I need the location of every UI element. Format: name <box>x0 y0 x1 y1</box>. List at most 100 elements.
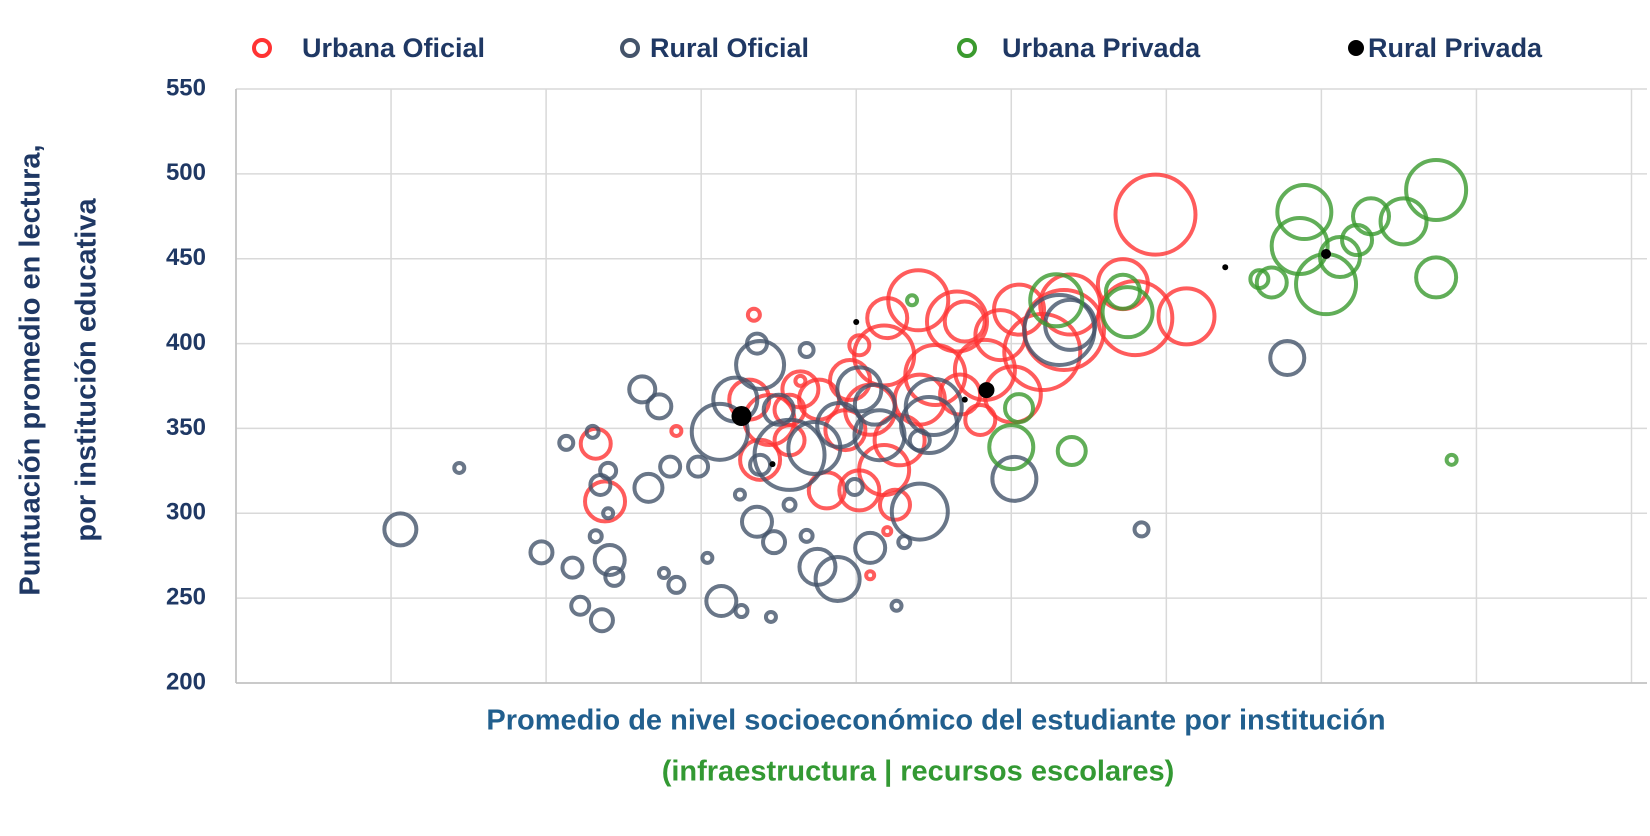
bubble <box>865 296 910 341</box>
bubble <box>990 454 1039 503</box>
bubble <box>844 476 865 497</box>
bubble <box>700 550 715 565</box>
bubble <box>584 423 601 440</box>
bubble <box>798 527 815 544</box>
y-tick-label: 250 <box>166 583 206 610</box>
bubble <box>583 479 628 524</box>
bubble <box>645 392 674 421</box>
y-axis-title-line: por institución educativa <box>71 198 103 542</box>
bubble <box>769 461 776 468</box>
bubble <box>658 454 683 479</box>
bubble <box>780 369 821 410</box>
bubble <box>632 471 665 504</box>
bubble <box>987 423 1036 472</box>
series <box>905 157 1469 472</box>
bubble <box>1404 157 1469 222</box>
bubble <box>1222 264 1229 271</box>
bubble <box>704 584 739 619</box>
bubble <box>739 504 774 539</box>
bubble <box>793 373 808 388</box>
bubble <box>837 468 882 513</box>
bubble <box>1378 196 1429 247</box>
legend-marker <box>1348 40 1364 56</box>
bubble <box>886 268 951 333</box>
bubble <box>592 542 627 577</box>
bubble <box>601 506 616 521</box>
bubble <box>1294 252 1359 317</box>
y-tick-label: 500 <box>166 159 206 186</box>
bubble <box>1003 392 1036 425</box>
bubble <box>847 333 872 358</box>
y-tick-label: 200 <box>166 668 206 695</box>
bubble <box>627 374 658 405</box>
bubble <box>853 530 888 565</box>
bubble <box>864 569 877 582</box>
bubble <box>1132 520 1151 539</box>
bubble <box>733 603 750 620</box>
series <box>731 248 1332 468</box>
y-axis-title-line: Puntuación promedio en lectura, <box>15 144 47 595</box>
bubble <box>1113 172 1198 257</box>
y-axis-title: Puntuación promedio en lectura, por inst… <box>15 144 103 595</box>
bubble <box>761 529 788 556</box>
bubble <box>603 565 626 588</box>
bubble <box>1269 215 1330 276</box>
bubble <box>853 319 860 326</box>
bubble <box>732 487 747 502</box>
bubble <box>587 528 604 545</box>
bubble <box>815 401 864 450</box>
bubble <box>734 338 787 391</box>
bubble <box>569 594 592 617</box>
bubble <box>1100 285 1155 340</box>
bubble <box>1321 248 1332 259</box>
bubble <box>781 496 798 513</box>
bubble <box>823 408 868 453</box>
legend-label: Rural Oficial <box>650 33 809 63</box>
bubble <box>905 293 920 308</box>
bubble <box>382 511 419 548</box>
bubble <box>1156 286 1217 347</box>
legend-label: Urbana Oficial <box>302 33 485 63</box>
bubble <box>560 555 585 580</box>
bubble <box>588 607 615 634</box>
bubble <box>1248 268 1271 291</box>
y-tick-label: 400 <box>166 329 206 356</box>
bubble <box>689 401 750 462</box>
y-tick-label: 450 <box>166 244 206 271</box>
bubble <box>598 460 619 481</box>
bubble <box>1414 255 1459 300</box>
bubble <box>1055 435 1088 468</box>
legend-marker <box>252 38 272 58</box>
y-tick-label: 350 <box>166 414 206 441</box>
bubble <box>745 306 762 323</box>
bubble <box>907 428 932 453</box>
bubble <box>1444 452 1459 467</box>
bubble <box>1254 265 1289 300</box>
bubble <box>1275 183 1334 242</box>
bubble <box>731 406 752 427</box>
y-tick-label: 550 <box>166 74 206 101</box>
bubble <box>797 341 816 360</box>
bubble <box>889 598 904 613</box>
bubble <box>1038 272 1103 337</box>
bubble <box>872 413 927 468</box>
bubble <box>1268 338 1307 377</box>
bubble <box>1317 235 1362 280</box>
bubble <box>963 402 998 437</box>
bubble <box>686 454 711 479</box>
bubble <box>528 539 555 566</box>
y-tick-label: 300 <box>166 499 206 526</box>
x-axis-subtitle: (infraestructura | recursos escolares) <box>662 756 1175 788</box>
bubble <box>1340 223 1375 258</box>
bubble <box>666 574 687 595</box>
bubble <box>761 392 796 427</box>
bubble <box>1028 272 1085 329</box>
bubble <box>903 377 964 438</box>
bubble <box>889 481 950 542</box>
bubble <box>942 299 987 344</box>
bubble <box>813 554 862 603</box>
legend-label: Urbana Privada <box>1002 33 1201 63</box>
x-axis-title: Promedio de nivel socioeconómico del est… <box>486 705 1385 737</box>
series <box>382 292 1307 634</box>
